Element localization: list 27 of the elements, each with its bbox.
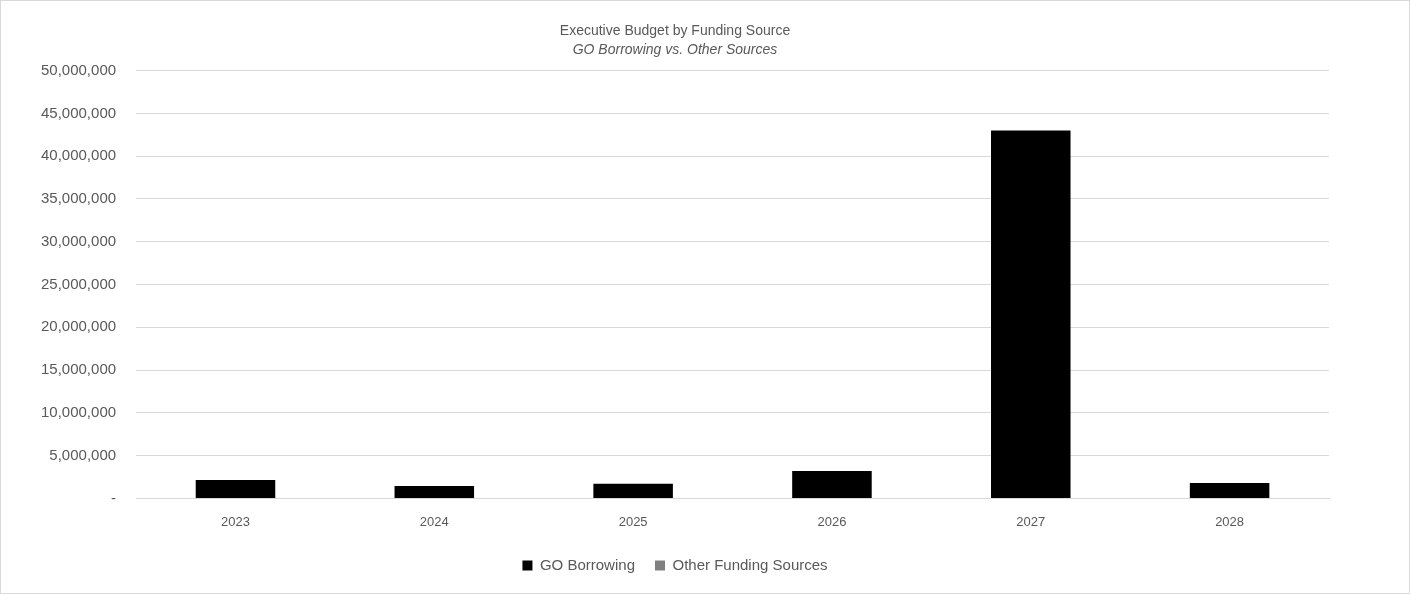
x-tick-label: 2025 [618, 513, 648, 529]
y-tick-label: 35,000,000 [41, 189, 117, 207]
y-tick-label: 15,000,000 [41, 360, 117, 378]
y-tick-label: 40,000,000 [41, 146, 117, 164]
y-tick-label: 45,000,000 [41, 103, 117, 121]
y-tick-label: 10,000,000 [41, 402, 117, 420]
bar [991, 130, 1071, 498]
legend-label: GO Borrowing [539, 555, 635, 573]
bar [195, 480, 276, 498]
x-tick-label: 2028 [1215, 513, 1245, 529]
x-tick-label: 2024 [419, 513, 449, 529]
y-tick-label: 30,000,000 [41, 231, 117, 249]
y-tick-label: 50,000,000 [41, 60, 117, 78]
bar [593, 483, 673, 498]
y-tick-label: 5,000,000 [49, 445, 117, 463]
y-tick-label: 25,000,000 [41, 274, 117, 292]
x-tick-label: 2027 [1016, 513, 1046, 529]
x-tick-label: 2026 [817, 513, 847, 529]
chart-title: Executive Budget by Funding Source [559, 22, 791, 39]
chart-subtitle: GO Borrowing vs. Other Sources [572, 41, 778, 58]
y-tick-label: 20,000,000 [41, 317, 117, 335]
bar [394, 485, 475, 498]
bar [792, 471, 872, 498]
y-tick-label: - [111, 488, 117, 506]
bar [1189, 483, 1270, 498]
legend-label: Other Funding Sources [672, 555, 828, 573]
x-tick-label: 2023 [221, 513, 250, 529]
